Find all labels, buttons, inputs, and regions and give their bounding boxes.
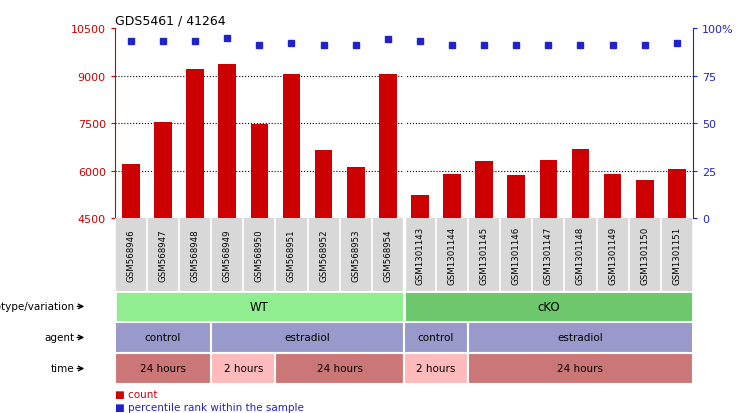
Text: GSM568950: GSM568950: [255, 229, 264, 281]
Text: GSM568954: GSM568954: [383, 229, 392, 281]
Text: 2 hours: 2 hours: [224, 363, 263, 374]
Text: GSM1301144: GSM1301144: [448, 226, 456, 284]
Text: GSM568949: GSM568949: [223, 229, 232, 281]
Text: GSM568951: GSM568951: [287, 229, 296, 281]
Text: GSM1301149: GSM1301149: [608, 226, 617, 284]
Bar: [404, 322, 468, 353]
Text: 24 hours: 24 hours: [316, 363, 362, 374]
Bar: [468, 353, 693, 384]
Text: estradiol: estradiol: [557, 332, 603, 343]
Bar: [404, 291, 693, 322]
Bar: [250, 125, 268, 219]
Text: GSM1301148: GSM1301148: [576, 226, 585, 284]
Bar: [186, 70, 204, 219]
Bar: [282, 75, 300, 219]
Text: cKO: cKO: [537, 300, 559, 313]
Bar: [379, 75, 396, 219]
Text: control: control: [418, 332, 454, 343]
Text: GSM1301146: GSM1301146: [512, 226, 521, 284]
Text: 24 hours: 24 hours: [557, 363, 603, 374]
Bar: [115, 291, 404, 322]
Bar: [122, 165, 140, 219]
Bar: [211, 322, 404, 353]
Bar: [211, 353, 276, 384]
Text: GSM1301147: GSM1301147: [544, 226, 553, 284]
Bar: [443, 175, 461, 219]
Bar: [115, 322, 211, 353]
Bar: [315, 151, 333, 219]
Text: estradiol: estradiol: [285, 332, 330, 343]
Bar: [539, 160, 557, 219]
Text: GSM1301143: GSM1301143: [416, 226, 425, 284]
Bar: [115, 353, 211, 384]
Text: GSM568953: GSM568953: [351, 229, 360, 281]
Bar: [154, 122, 172, 219]
Bar: [571, 149, 589, 219]
Text: 2 hours: 2 hours: [416, 363, 456, 374]
Text: WT: WT: [250, 300, 269, 313]
Bar: [636, 181, 654, 219]
Text: GSM568947: GSM568947: [159, 229, 167, 281]
Bar: [508, 176, 525, 219]
Text: GSM1301145: GSM1301145: [479, 226, 488, 284]
Bar: [219, 65, 236, 219]
Bar: [475, 162, 493, 219]
Text: GDS5461 / 41264: GDS5461 / 41264: [115, 15, 225, 28]
Text: GSM1301151: GSM1301151: [672, 226, 681, 284]
Text: genotype/variation: genotype/variation: [0, 301, 74, 312]
Bar: [404, 353, 468, 384]
Text: GSM1301150: GSM1301150: [640, 226, 649, 284]
Bar: [468, 322, 693, 353]
Text: time: time: [51, 363, 74, 374]
Text: GSM568948: GSM568948: [190, 229, 199, 281]
Bar: [411, 195, 429, 219]
Text: GSM568946: GSM568946: [127, 229, 136, 281]
Text: ■ count: ■ count: [115, 389, 157, 399]
Text: agent: agent: [44, 332, 74, 343]
Text: GSM568952: GSM568952: [319, 229, 328, 281]
Text: 24 hours: 24 hours: [140, 363, 186, 374]
Bar: [604, 175, 622, 219]
Bar: [276, 353, 404, 384]
Bar: [347, 167, 365, 219]
Text: ■ percentile rank within the sample: ■ percentile rank within the sample: [115, 402, 304, 412]
Bar: [668, 170, 685, 219]
Text: control: control: [144, 332, 182, 343]
